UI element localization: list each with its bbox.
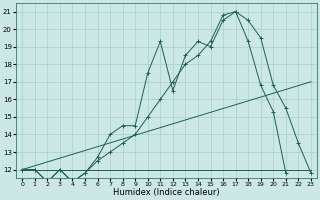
X-axis label: Humidex (Indice chaleur): Humidex (Indice chaleur) [113, 188, 220, 197]
